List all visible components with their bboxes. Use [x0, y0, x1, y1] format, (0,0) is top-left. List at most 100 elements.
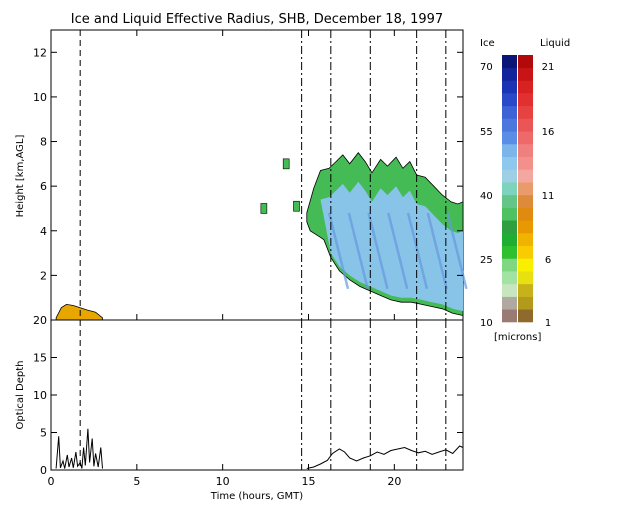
- colorbar-liquid-tick-label: 1: [545, 318, 551, 329]
- bottom-vertical-markers: [79, 320, 447, 470]
- colorbar-ice-swatch: [502, 233, 517, 247]
- ice-cloud-streak: [367, 212, 389, 290]
- top-vertical-markers: [79, 30, 447, 320]
- ice-cloud-streak: [406, 212, 429, 290]
- ice-cloud-streak: [446, 212, 468, 290]
- colorbar-ice-swatch: [502, 118, 517, 132]
- colorbar-ice-swatch: [502, 169, 517, 183]
- colorbar-ice-tick-label: 55: [480, 127, 493, 138]
- colorbar-ice-swatch: [502, 296, 517, 310]
- colorbar-liquid-swatch: [518, 67, 533, 81]
- colorbar-ice-swatch: [502, 67, 517, 81]
- bottom-y-tick-label: 15: [33, 352, 47, 365]
- colorbar-ice-tick-label: 70: [480, 62, 493, 73]
- top-y-tick-label: 10: [33, 91, 47, 104]
- bottom-x-ticks: 0 5 10 15 20: [48, 464, 401, 488]
- bottom-x-tick-label: 5: [133, 475, 140, 488]
- colorbar-liquid-swatch: [518, 258, 533, 272]
- bottom-y-ticks: 0 5 10 15 20: [33, 314, 463, 477]
- colorbar-ice-swatch: [502, 220, 517, 234]
- bottom-plot-frame: [50, 319, 464, 471]
- bottom-x-tick-label: 15: [302, 475, 316, 488]
- x-axis-label: Time (hours, GMT): [210, 491, 304, 502]
- bottom-y-tick-label: 10: [33, 389, 47, 402]
- ice-cloud-streak: [387, 212, 409, 290]
- top-y-tick-label: 4: [40, 225, 47, 238]
- top-y-tick-label: 6: [40, 180, 47, 193]
- colorbar-liquid-swatch: [518, 182, 533, 196]
- colorbar-ice-swatch: [502, 245, 517, 259]
- colorbar-liquid-swatch: [518, 283, 533, 297]
- colorbar-ice-swatch: [502, 309, 517, 323]
- colorbar-ice-swatch: [502, 194, 517, 208]
- bottom-x-tick-label: 20: [387, 475, 401, 488]
- colorbar: Ice Liquid 70 55 40 25 10 21 16 11 6 1 [microns]: [480, 38, 570, 343]
- ice-cloud-streak: [426, 212, 448, 290]
- bottom-x-tick-label: 10: [216, 475, 230, 488]
- colorbar-ice-swatch: [502, 207, 517, 221]
- colorbar-liquid-tick-label: 11: [542, 191, 555, 202]
- colorbar-ice-swatch: [502, 131, 517, 145]
- colorbar-ice-tick-label: 40: [480, 191, 493, 202]
- optical-depth-line: [306, 445, 464, 469]
- colorbar-liquid-swatch: [518, 207, 533, 221]
- colorbar-liquid-swatch: [518, 309, 533, 323]
- colorbar-liquid-column: [518, 55, 533, 323]
- optical-depth-line: [55, 428, 103, 469]
- top-y-tick-label: 12: [33, 46, 47, 59]
- colorbar-ice-column: [502, 55, 517, 323]
- scattered-cloud-cell: [293, 200, 300, 212]
- scattered-cloud-cell: [260, 203, 268, 214]
- colorbar-ice-swatch: [502, 258, 517, 272]
- colorbar-ice-swatch: [502, 271, 517, 285]
- colorbar-ice-swatch: [502, 80, 517, 94]
- colorbar-ice-swatch: [502, 93, 517, 107]
- colorbar-liquid-swatch: [518, 245, 533, 259]
- top-y-tick-label: 8: [40, 136, 47, 149]
- top-y-ticks: 2 4 6 8 10 12: [33, 46, 463, 282]
- colorbar-liquid-tick-label: 6: [545, 255, 551, 266]
- colorbar-liquid-header: Liquid: [540, 38, 570, 49]
- colorbar-ticks: 70 55 40 25 10 21 16 11 6 1: [480, 62, 554, 329]
- top-y-tick-label: 2: [40, 269, 47, 282]
- colorbar-liquid-swatch: [518, 105, 533, 119]
- colorbar-liquid-swatch: [518, 233, 533, 247]
- bottom-y-tick-label: 20: [33, 314, 47, 327]
- bottom-y-tick-label: 5: [40, 427, 47, 440]
- bottom-y-axis-label: Optical Depth: [15, 361, 26, 430]
- colorbar-ice-swatch: [502, 156, 517, 170]
- colorbar-ice-swatch: [502, 144, 517, 158]
- colorbar-liquid-swatch: [518, 131, 533, 145]
- colorbar-liquid-swatch: [518, 271, 533, 285]
- chart-title: Ice and Liquid Effective Radius, SHB, De…: [71, 12, 443, 27]
- colorbar-liquid-swatch: [518, 144, 533, 158]
- colorbar-liquid-tick-label: 21: [542, 62, 555, 73]
- optical-depth-panel: 0 5 10 15 20 0 5 10 15 20 Optical Depth Time (ho…: [15, 314, 464, 502]
- scattered-cloud-cell: [282, 158, 290, 170]
- colorbar-liquid-swatch: [518, 296, 533, 310]
- bottom-x-tick-label: 0: [48, 475, 55, 488]
- colorbar-liquid-swatch: [518, 220, 533, 234]
- colorbar-units: [microns]: [494, 332, 541, 343]
- colorbar-ice-swatch: [502, 182, 517, 196]
- colorbar-ice-swatch: [502, 105, 517, 119]
- effective-radius-panel: 2 4 6 8 10 12 Height [km,AGL]: [15, 29, 468, 321]
- top-x-ticks: [50, 30, 395, 320]
- optical-depth-series: [55, 428, 464, 469]
- colorbar-liquid-swatch: [518, 93, 533, 107]
- colorbar-liquid-swatch: [518, 118, 533, 132]
- colorbar-liquid-swatch: [518, 194, 533, 208]
- colorbar-ice-header: Ice: [480, 38, 495, 49]
- colorbar-ice-tick-label: 25: [480, 255, 493, 266]
- ice-cloud-streak: [327, 212, 350, 290]
- bottom-y-tick-label: 0: [40, 464, 47, 477]
- ice-cloud-streak: [347, 212, 369, 290]
- colorbar-liquid-swatch: [518, 80, 533, 94]
- top-y-axis-label: Height [km,AGL]: [15, 135, 26, 218]
- colorbar-ice-tick-label: 10: [480, 318, 493, 329]
- colorbar-ice-swatch: [502, 283, 517, 297]
- colorbar-liquid-swatch: [518, 156, 533, 170]
- colorbar-ice-swatch: [502, 55, 517, 69]
- liquid-cloud-region: [55, 303, 103, 321]
- colorbar-liquid-tick-label: 16: [542, 127, 555, 138]
